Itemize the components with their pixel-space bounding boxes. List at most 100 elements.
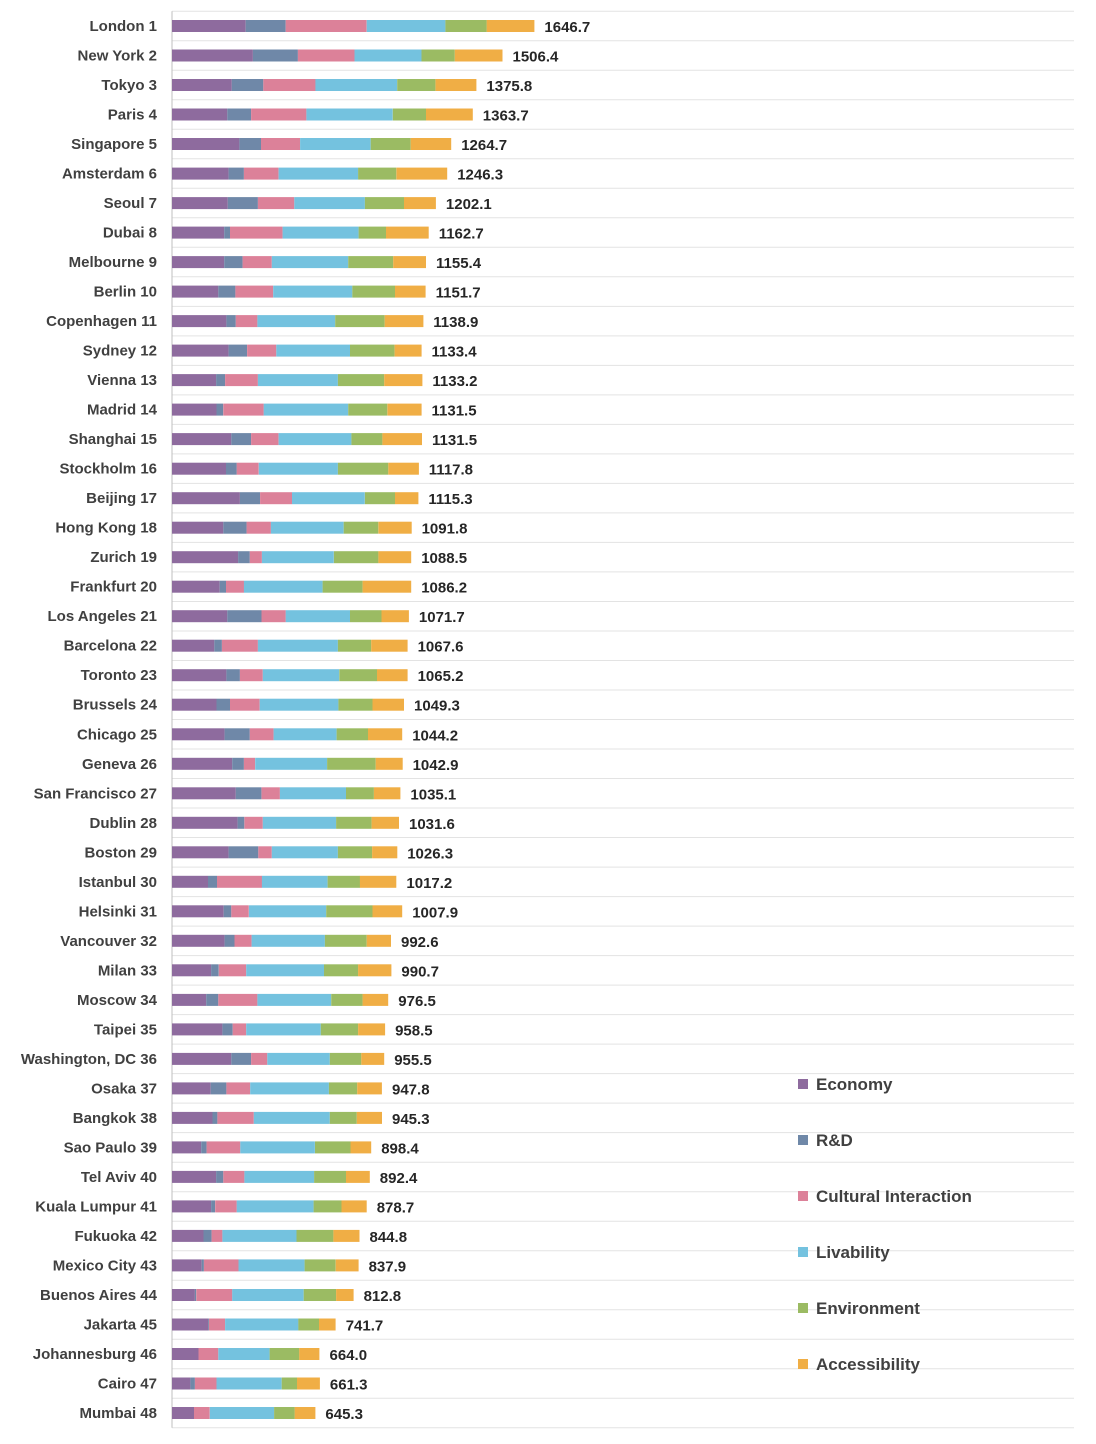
bar-segment-cultural-interaction xyxy=(263,79,316,91)
category-label: New York 2 xyxy=(78,48,157,65)
bar-segment-economy xyxy=(172,875,208,888)
bar-segment-accessibility xyxy=(341,1200,367,1213)
bar-segment-livability xyxy=(273,285,353,298)
data-label-total: 958.5 xyxy=(395,1022,433,1039)
bar-segment-cultural-interaction xyxy=(226,1082,251,1095)
bar-segment-cultural-interaction xyxy=(231,905,249,918)
bar-segment-environment xyxy=(370,138,411,150)
category-label: Helsinki 31 xyxy=(79,903,157,920)
category-label: Sydney 12 xyxy=(83,343,157,360)
bar-segment-economy xyxy=(172,757,233,770)
bar-segment-cultural-interaction xyxy=(244,816,263,829)
data-label-total: 1506.4 xyxy=(513,49,560,66)
bar-segment-r-d xyxy=(228,344,247,357)
bar-segment-economy xyxy=(172,1377,191,1390)
data-label-total: 661.3 xyxy=(330,1377,368,1394)
bar-segment-economy xyxy=(172,1141,202,1154)
bar-segment-livability xyxy=(306,108,393,121)
bar-segment-r-d xyxy=(235,787,262,800)
bar-segment-economy xyxy=(172,639,215,652)
bar-segment-cultural-interaction xyxy=(198,1348,219,1360)
bar-segment-accessibility xyxy=(377,669,408,682)
data-label-total: 1138.9 xyxy=(433,314,478,331)
bar-segment-environment xyxy=(298,1318,319,1331)
bar-segment-economy xyxy=(172,315,227,328)
category-label: Bangkok 38 xyxy=(73,1110,157,1127)
bar-segment-accessibility xyxy=(373,787,401,800)
category-label: Johannesburg 46 xyxy=(33,1346,157,1363)
bar-segment-environment xyxy=(445,20,487,32)
bar-segment-livability xyxy=(263,403,349,416)
bar-segment-livability xyxy=(257,374,338,387)
bar-segment-environment xyxy=(296,1229,334,1242)
bar-segment-cultural-interaction xyxy=(251,108,307,121)
bar-segment-economy xyxy=(172,79,232,91)
data-label-total: 1131.5 xyxy=(432,432,477,449)
bar-segment-economy xyxy=(172,49,253,62)
legend-swatch-accessibility xyxy=(798,1359,808,1369)
bar-segment-environment xyxy=(326,905,373,918)
bar-segment-accessibility xyxy=(388,462,419,475)
bar-segment-environment xyxy=(331,993,363,1006)
bar-segment-livability xyxy=(251,934,325,947)
bar-segment-accessibility xyxy=(294,1407,316,1419)
bar-segment-cultural-interaction xyxy=(218,993,258,1006)
bar-segment-accessibility xyxy=(378,521,412,534)
data-label-total: 1151.7 xyxy=(436,285,481,302)
bar-segment-accessibility xyxy=(350,1141,372,1154)
bar-segment-livability xyxy=(244,1170,315,1183)
bar-segment-r-d xyxy=(190,1377,195,1390)
data-label-total: 1007.9 xyxy=(412,904,458,921)
data-label-total: 1017.2 xyxy=(406,875,452,892)
data-label-total: 1246.3 xyxy=(457,167,503,184)
bar-segment-r-d xyxy=(228,167,244,180)
bar-segment-environment xyxy=(335,315,385,328)
bar-segment-accessibility xyxy=(297,1377,320,1390)
bar-segment-cultural-interaction xyxy=(206,1141,241,1154)
bar-segment-economy xyxy=(172,285,219,298)
bar-segment-economy xyxy=(172,1348,199,1360)
data-label-total: 992.6 xyxy=(401,934,439,951)
bar-segment-environment xyxy=(339,669,378,682)
bar-segment-economy xyxy=(172,108,228,121)
bar-segment-r-d xyxy=(252,49,298,62)
bar-segment-environment xyxy=(328,1082,358,1095)
bar-segment-livability xyxy=(261,551,334,564)
bar-segment-livability xyxy=(232,1289,304,1301)
legend-swatch-environment xyxy=(798,1303,808,1313)
bar-segment-accessibility xyxy=(381,610,409,623)
bar-segment-r-d xyxy=(226,315,236,328)
bar-segment-cultural-interaction xyxy=(194,1407,210,1419)
bar-segment-r-d xyxy=(232,757,244,770)
bar-segment-environment xyxy=(337,374,385,387)
bar-segment-r-d xyxy=(214,639,222,652)
bar-segment-cultural-interaction xyxy=(251,1052,268,1065)
bar-segment-environment xyxy=(327,875,360,888)
category-label: Mexico City 43 xyxy=(53,1257,157,1274)
category-label: Mumbai 48 xyxy=(79,1405,157,1422)
category-label: Fukuoka 42 xyxy=(74,1228,157,1245)
bar-segment-cultural-interaction xyxy=(215,1200,237,1213)
bar-segment-accessibility xyxy=(371,816,399,829)
legend-label-livability: Livability xyxy=(816,1243,890,1262)
bar-segment-accessibility xyxy=(362,993,389,1006)
bar-segment-economy xyxy=(172,993,207,1006)
data-label-total: 1091.8 xyxy=(422,521,468,538)
bar-segment-livability xyxy=(248,905,327,918)
bar-segment-environment xyxy=(315,1141,351,1154)
bar-segment-livability xyxy=(261,875,328,888)
bar-segment-economy xyxy=(172,462,226,475)
data-label-total: 1049.3 xyxy=(414,698,460,715)
bar-segment-accessibility xyxy=(333,1229,360,1242)
bar-segment-r-d xyxy=(219,580,226,593)
bar-segment-economy xyxy=(172,374,217,387)
bar-segment-environment xyxy=(337,639,372,652)
bar-segment-livability xyxy=(257,993,332,1006)
bar-segment-cultural-interaction xyxy=(235,315,258,328)
bar-segment-r-d xyxy=(216,698,230,711)
bar-segment-accessibility xyxy=(426,108,473,121)
bar-segment-r-d xyxy=(226,669,240,682)
bar-segment-environment xyxy=(348,256,394,269)
category-label: Paris 4 xyxy=(108,107,158,124)
data-label-total: 1202.1 xyxy=(446,196,492,213)
